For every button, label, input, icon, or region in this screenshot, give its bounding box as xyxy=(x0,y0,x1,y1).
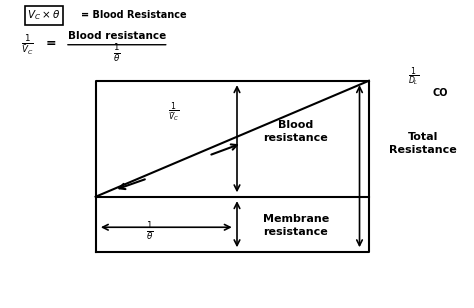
Text: $\frac{1}{\bar{V}_C}$: $\frac{1}{\bar{V}_C}$ xyxy=(21,33,34,58)
Text: = Blood Resistance: = Blood Resistance xyxy=(81,10,186,20)
Text: $\frac{1}{\bar{V}_C}$: $\frac{1}{\bar{V}_C}$ xyxy=(168,101,179,125)
Text: Blood
resistance: Blood resistance xyxy=(264,120,328,143)
Text: CO: CO xyxy=(433,88,448,98)
Text: Membrane
resistance: Membrane resistance xyxy=(263,214,329,237)
Text: =: = xyxy=(46,37,56,50)
Text: $\frac{1}{D_L}$: $\frac{1}{D_L}$ xyxy=(408,65,419,87)
Text: $V_C \times \theta$: $V_C \times \theta$ xyxy=(27,8,61,22)
Text: $\frac{1}{\theta}$: $\frac{1}{\theta}$ xyxy=(113,43,120,65)
Text: Blood resistance: Blood resistance xyxy=(68,30,166,41)
Text: Total
Resistance: Total Resistance xyxy=(389,132,457,155)
Text: $\frac{1}{\theta}$: $\frac{1}{\theta}$ xyxy=(146,221,154,243)
